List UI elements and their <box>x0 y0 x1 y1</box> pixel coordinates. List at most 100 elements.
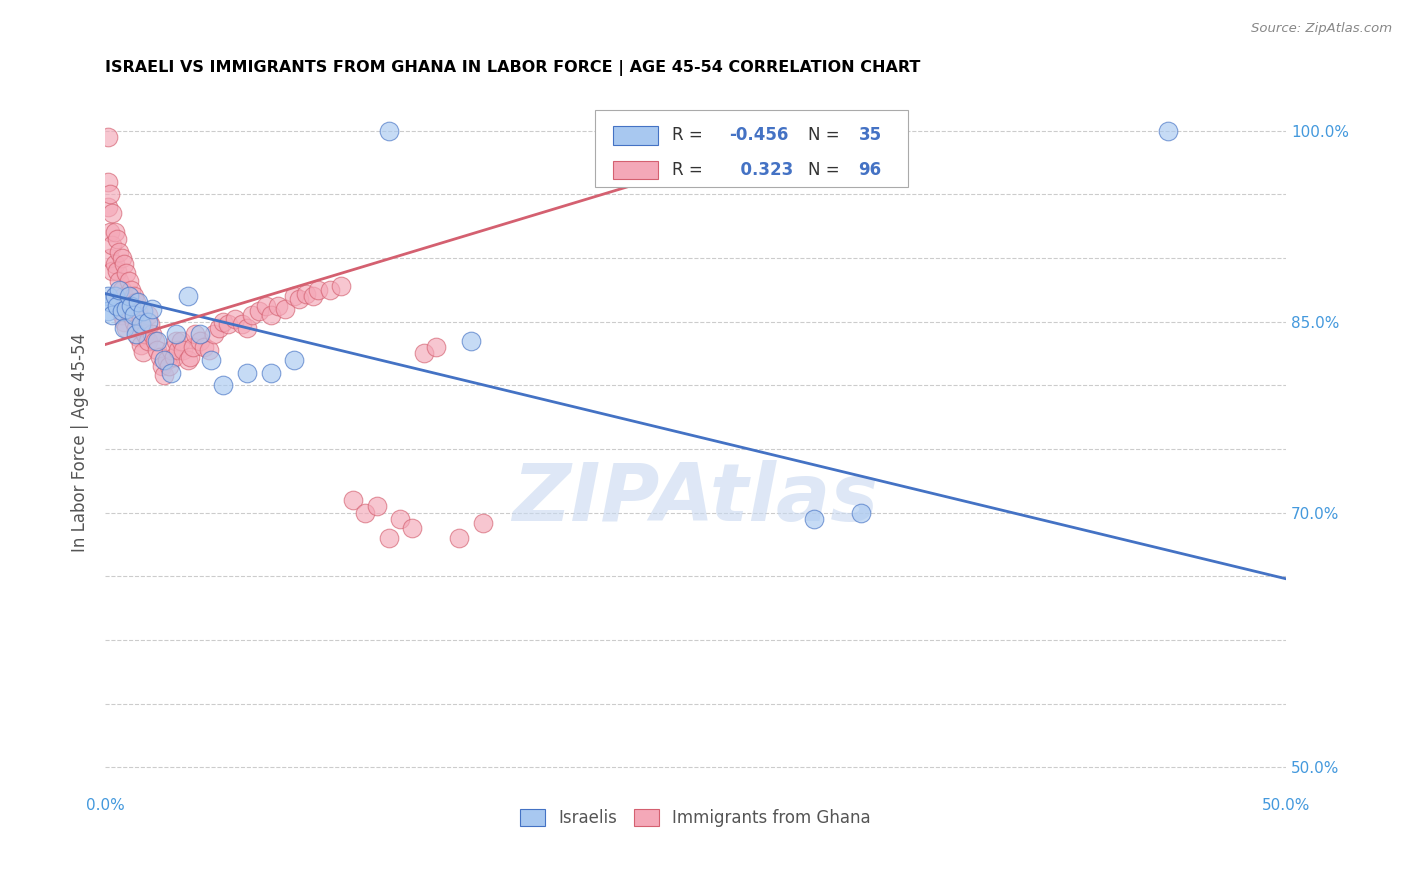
Point <box>98 226 121 240</box>
Point <box>165 334 187 348</box>
Point <box>132 304 155 318</box>
Point <box>156 352 179 367</box>
Point <box>259 308 281 322</box>
Point <box>354 506 377 520</box>
Point <box>118 289 141 303</box>
Text: N =: N = <box>808 127 845 145</box>
Point <box>198 343 221 357</box>
Point <box>202 327 225 342</box>
Text: -0.456: -0.456 <box>728 127 787 145</box>
Point <box>105 295 128 310</box>
Point <box>111 283 134 297</box>
Point <box>307 283 329 297</box>
Point <box>108 283 131 297</box>
Point <box>125 321 148 335</box>
Point <box>150 359 173 373</box>
Point <box>118 301 141 316</box>
Point <box>342 492 364 507</box>
Point <box>849 506 872 520</box>
Point <box>148 350 170 364</box>
Point <box>98 187 121 202</box>
Point <box>125 327 148 342</box>
Point <box>98 251 121 265</box>
Point <box>97 175 120 189</box>
Point <box>288 292 311 306</box>
Point <box>101 263 124 277</box>
Point <box>115 266 138 280</box>
Point <box>98 295 121 310</box>
Point <box>127 304 149 318</box>
Point <box>217 317 239 331</box>
Point <box>167 343 190 357</box>
Point <box>115 321 138 335</box>
Point <box>803 512 825 526</box>
Point <box>212 378 235 392</box>
Point <box>224 312 246 326</box>
Point <box>101 206 124 220</box>
Point <box>247 304 270 318</box>
Point <box>1157 123 1180 137</box>
Point <box>129 337 152 351</box>
Point <box>104 289 127 303</box>
Point <box>200 352 222 367</box>
Point <box>389 512 412 526</box>
Point <box>120 308 142 322</box>
Point <box>188 334 211 348</box>
Point <box>101 238 124 252</box>
Text: R =: R = <box>672 161 709 179</box>
Y-axis label: In Labor Force | Age 45-54: In Labor Force | Age 45-54 <box>72 333 89 552</box>
Text: 96: 96 <box>859 161 882 179</box>
Point <box>193 340 215 354</box>
Bar <box>613 161 658 179</box>
Point <box>413 346 436 360</box>
Point <box>97 130 120 145</box>
Point <box>105 299 128 313</box>
Text: N =: N = <box>808 161 845 179</box>
Point <box>104 257 127 271</box>
Point <box>236 366 259 380</box>
Point <box>273 301 295 316</box>
Point <box>146 343 169 357</box>
Point <box>177 289 200 303</box>
Point <box>377 123 399 137</box>
Point <box>101 308 124 322</box>
Point <box>143 334 166 348</box>
Text: 35: 35 <box>859 127 882 145</box>
Text: 0.323: 0.323 <box>728 161 793 179</box>
Point <box>179 350 201 364</box>
Point <box>146 334 169 348</box>
Point <box>401 521 423 535</box>
Point <box>122 308 145 322</box>
Point <box>97 289 120 303</box>
Point <box>112 257 135 271</box>
Point <box>184 327 207 342</box>
Point <box>139 317 162 331</box>
Point <box>449 531 471 545</box>
Point <box>97 304 120 318</box>
Point <box>163 350 186 364</box>
Point <box>122 289 145 303</box>
Point <box>108 274 131 288</box>
Point <box>141 327 163 342</box>
Point <box>188 327 211 342</box>
Point <box>283 352 305 367</box>
Point <box>141 301 163 316</box>
Point <box>129 312 152 326</box>
Point <box>302 289 325 303</box>
Point <box>111 308 134 322</box>
Point <box>266 299 288 313</box>
Point <box>112 289 135 303</box>
Point <box>160 343 183 357</box>
Point <box>112 315 135 329</box>
Point <box>460 334 482 348</box>
Point <box>136 308 159 322</box>
Point <box>118 274 141 288</box>
Point <box>153 352 176 367</box>
Text: ZIPAtlas: ZIPAtlas <box>512 459 879 538</box>
Point <box>132 345 155 359</box>
Point <box>177 352 200 367</box>
Point <box>170 334 193 348</box>
Point <box>259 366 281 380</box>
Point <box>132 319 155 334</box>
Point <box>136 334 159 348</box>
